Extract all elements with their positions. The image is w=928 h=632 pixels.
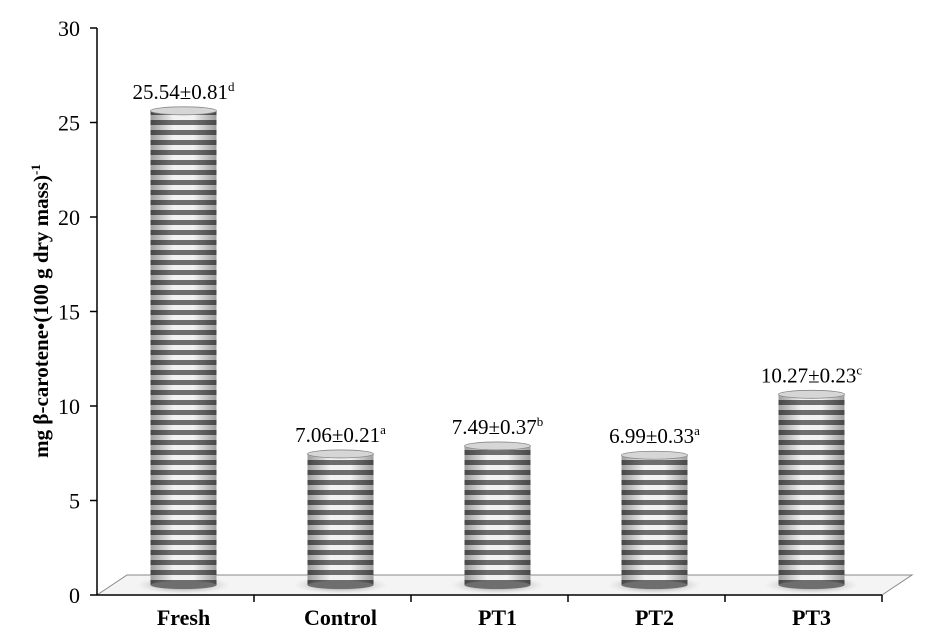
data-label-value: 10.27±0.23 — [761, 363, 857, 387]
bar-base — [778, 581, 845, 589]
data-label-significance: c — [856, 362, 862, 377]
y-axis-label: mg β-carotene•(100 g dry mass)-1 — [28, 164, 53, 458]
x-tick-label: PT3 — [792, 605, 831, 630]
bar-base — [621, 581, 688, 589]
bar-fresh — [136, 106, 231, 594]
data-label-significance: b — [537, 414, 544, 429]
data-label-significance: a — [694, 423, 700, 438]
data-label-significance: d — [228, 79, 235, 94]
bar-top — [150, 106, 217, 116]
y-tick-label: 10 — [58, 394, 80, 419]
x-tick-label: Fresh — [157, 605, 210, 630]
data-label: 7.49±0.37b — [452, 414, 544, 439]
bar-base — [464, 581, 531, 589]
data-label-value: 7.49±0.37 — [452, 415, 537, 439]
bar-pt2 — [607, 450, 702, 594]
data-label-value: 6.99±0.33 — [609, 424, 694, 448]
bar-shading — [621, 455, 688, 585]
data-label: 7.06±0.21a — [295, 422, 386, 447]
bar-pt3 — [764, 389, 859, 594]
y-ticks: 0 5 10 15 20 25 30 — [58, 16, 97, 608]
x-tick-label: Control — [304, 605, 377, 630]
bar-pt1 — [450, 441, 545, 594]
y-tick-label: 30 — [58, 16, 80, 41]
y-tick-label: 0 — [69, 583, 80, 608]
bar-control — [293, 449, 388, 594]
bar-top — [307, 449, 374, 459]
data-label: 25.54±0.81d — [132, 79, 235, 104]
data-label: 6.99±0.33a — [609, 423, 700, 448]
y-tick-label: 20 — [58, 205, 80, 230]
y-tick-label: 15 — [58, 300, 80, 325]
bar-shading — [150, 110, 217, 585]
data-label-value: 25.54±0.81 — [132, 80, 228, 104]
data-label-significance: a — [380, 422, 386, 437]
bar-shading — [307, 453, 374, 585]
bar-shading — [778, 394, 845, 585]
bar-base — [307, 581, 374, 589]
y-axis-label-main: mg β-carotene•(100 g dry mass) — [29, 175, 53, 458]
data-label: 10.27±0.23c — [761, 362, 863, 387]
y-axis-label-superscript: -1 — [28, 164, 43, 175]
bar-shading — [464, 445, 531, 585]
bar-top — [778, 389, 845, 399]
data-label-value: 7.06±0.21 — [295, 423, 380, 447]
bar-top — [621, 450, 688, 460]
x-tick-label: PT2 — [635, 605, 674, 630]
x-labels: Fresh Control PT1 PT2 PT3 — [157, 595, 883, 630]
y-tick-label: 5 — [69, 489, 80, 514]
y-tick-label: 25 — [58, 111, 80, 136]
bar-base — [150, 581, 217, 589]
bar-top — [464, 441, 531, 451]
x-tick-label: PT1 — [478, 605, 517, 630]
